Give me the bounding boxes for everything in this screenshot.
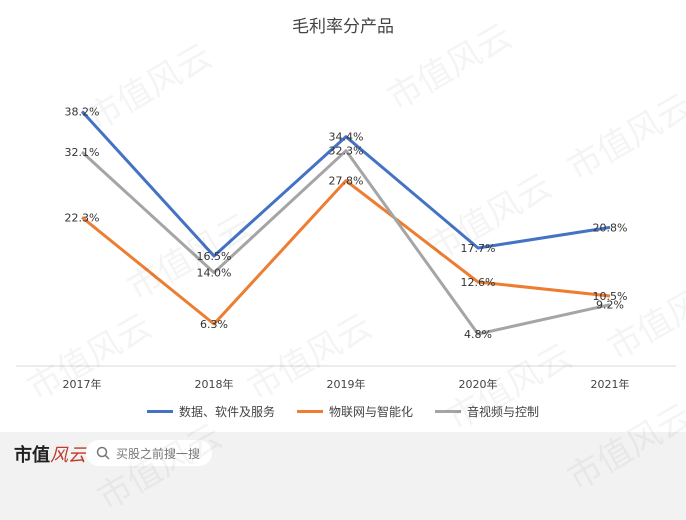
legend-item: 物联网与智能化	[296, 403, 413, 420]
x-tick-label: 2019年	[327, 377, 366, 391]
data-label: 34.4%	[329, 131, 364, 144]
search-placeholder: 买股之前搜一搜	[116, 446, 201, 461]
footer-bar: 市值风云 买股之前搜一搜	[0, 432, 686, 476]
search-box[interactable]: 买股之前搜一搜	[86, 440, 212, 466]
legend-item: 数据、软件及服务	[146, 403, 275, 420]
legend-label: 音视频与控制	[467, 405, 540, 419]
legend-swatch	[296, 410, 323, 413]
x-tick-label: 2018年	[195, 377, 234, 391]
brand-script: 风云	[50, 445, 86, 466]
series-line-0	[80, 110, 611, 258]
search-icon	[96, 446, 110, 460]
series-line-2	[80, 149, 611, 336]
brand-main: 市值	[14, 445, 50, 466]
data-label: 10.5%	[593, 290, 628, 303]
chart-legend: 数据、软件及服务 物联网与智能化 音视频与控制	[0, 403, 686, 420]
legend-label: 物联网与智能化	[328, 405, 413, 419]
series-line-1	[81, 179, 611, 326]
data-label: 14.0%	[197, 267, 232, 280]
data-label: 4.8%	[464, 328, 492, 341]
data-label: 22.3%	[65, 211, 100, 224]
data-label: 27.8%	[329, 175, 364, 188]
data-label: 17.7%	[461, 242, 496, 255]
data-label: 38.2%	[65, 105, 100, 118]
brand-logo: 市值风云	[14, 441, 86, 467]
data-label: 20.8%	[593, 221, 628, 234]
data-label: 12.6%	[461, 276, 496, 289]
legend-label: 数据、软件及服务	[178, 405, 275, 419]
data-label: 16.5%	[197, 250, 232, 263]
data-label: 32.3%	[329, 145, 364, 158]
x-tick-label: 2020年	[459, 377, 498, 391]
chart-card: 毛利率分产品 2017年 2018年 2019年 2020年 2021年 38.2% 16.…	[0, 0, 686, 432]
x-tick-label: 2021年	[591, 377, 630, 391]
data-label: 6.3%	[200, 318, 228, 331]
line-chart: 2017年 2018年 2019年 2020年 2021年 38.2% 16.5% 34.4%…	[16, 105, 676, 391]
data-label: 32.1%	[65, 146, 100, 159]
x-tick-label: 2017年	[63, 377, 102, 391]
legend-item: 音视频与控制	[435, 403, 539, 420]
legend-swatch	[435, 410, 461, 413]
data-label: 9.2%	[596, 299, 624, 312]
legend-swatch	[146, 410, 173, 413]
chart-title: 毛利率分产品	[292, 17, 394, 37]
